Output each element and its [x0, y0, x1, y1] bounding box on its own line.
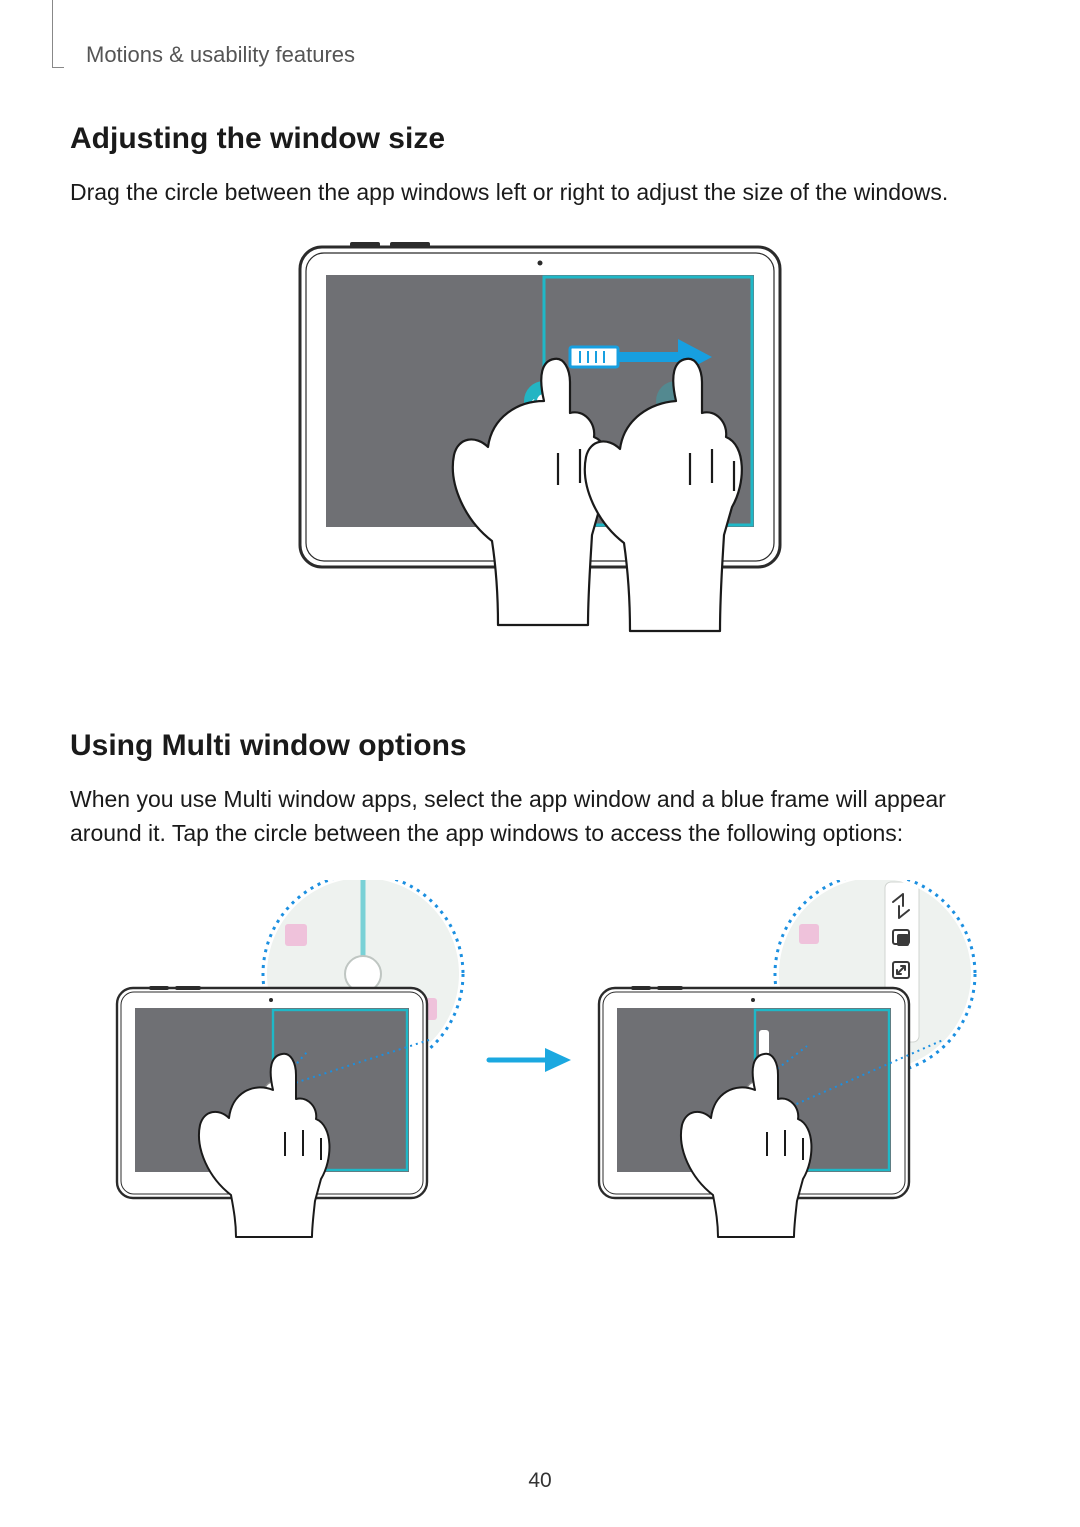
figure-multi-window-options	[70, 880, 1010, 1240]
figure2-left-svg	[99, 880, 479, 1240]
figure1-svg: ‹ ›	[280, 239, 800, 659]
page-corner-rule	[52, 0, 53, 68]
paragraph-adjusting: Drag the circle between the app windows …	[70, 176, 1010, 209]
heading-adjusting-window-size: Adjusting the window size	[70, 122, 1010, 156]
heading-multi-window-options: Using Multi window options	[70, 729, 1010, 763]
breadcrumb: Motions & usability features	[86, 42, 1010, 68]
paragraph-multi-window: When you use Multi window apps, select t…	[70, 783, 1010, 850]
figure2-arrow	[485, 1030, 575, 1090]
figure2-right-svg	[581, 880, 981, 1240]
figure-adjust-window-size: ‹ ›	[70, 239, 1010, 659]
page-number: 40	[0, 1469, 1080, 1493]
